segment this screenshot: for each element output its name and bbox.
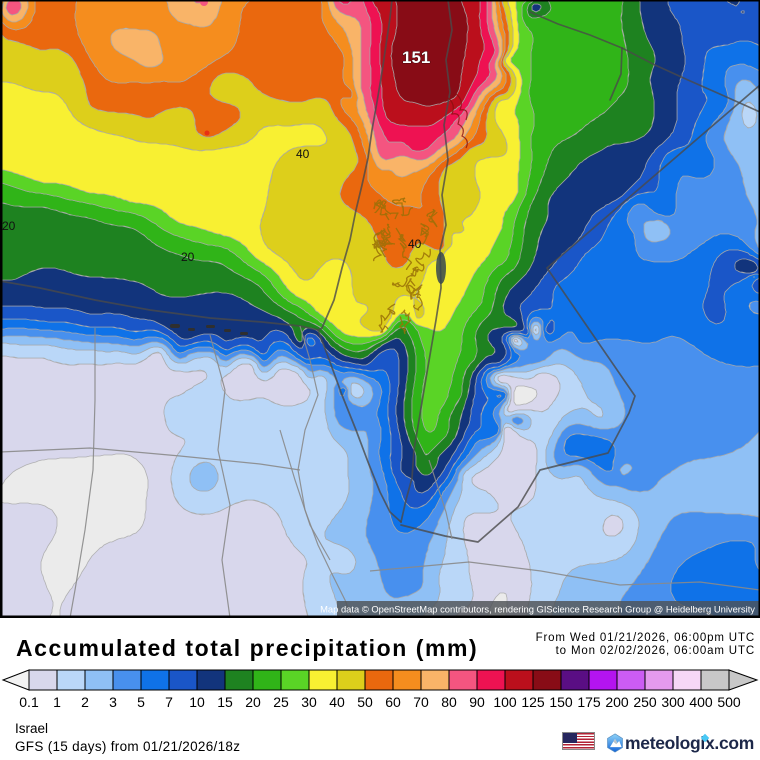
- svg-text:Map data © OpenStreetMap contr: Map data © OpenStreetMap contributors, r…: [320, 604, 755, 615]
- svg-text:40: 40: [408, 237, 422, 251]
- svg-text:151: 151: [402, 48, 430, 67]
- svg-text:20: 20: [2, 219, 16, 233]
- svg-text:20: 20: [181, 250, 195, 264]
- svg-text:40: 40: [296, 147, 310, 161]
